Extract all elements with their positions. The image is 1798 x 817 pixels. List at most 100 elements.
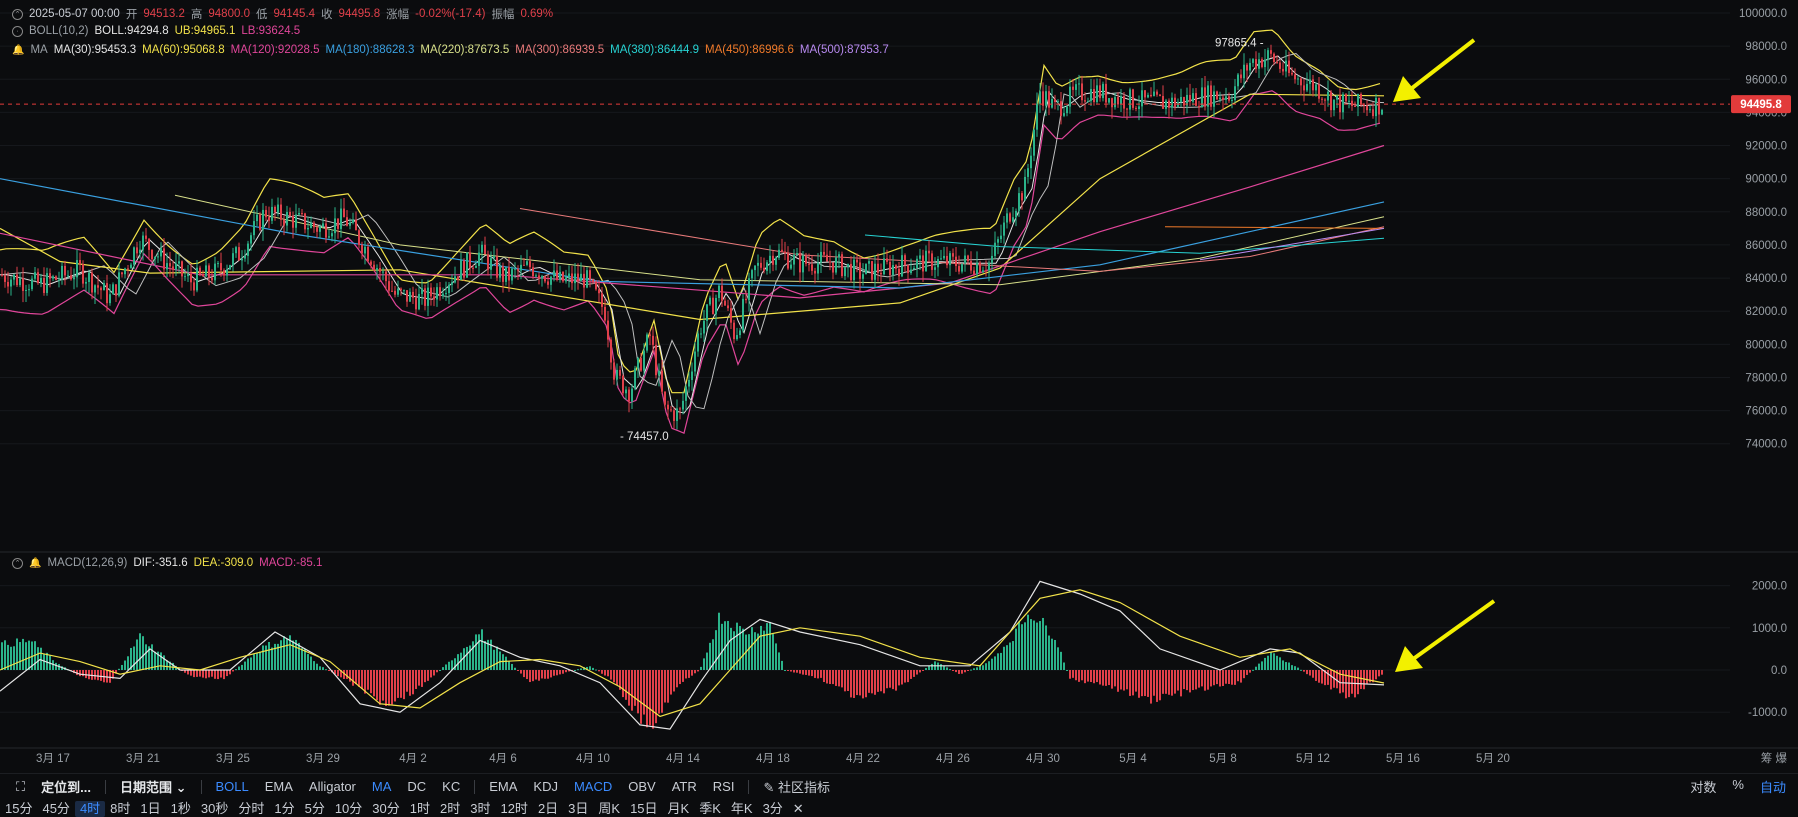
macd-bar <box>454 658 456 670</box>
date-range-button[interactable]: 日期范围 ⌄ <box>112 777 195 796</box>
timeframe-item[interactable]: 12时 <box>500 801 528 816</box>
candle-body <box>1342 94 1344 113</box>
amplitude-value: 0.69% <box>520 8 554 20</box>
timeframe-item[interactable]: 3时 <box>470 801 491 816</box>
macd-bar <box>346 670 348 679</box>
timeframe-item[interactable]: 2日 <box>537 801 559 816</box>
timeframe-item[interactable]: 30分 <box>372 801 400 816</box>
divider <box>748 779 750 794</box>
timeframe-item[interactable]: 1时 <box>409 801 430 816</box>
candle-body <box>688 379 690 387</box>
collapse-macd-icon[interactable]: ⌃ <box>12 557 23 569</box>
macd-bar <box>85 670 87 679</box>
timeframe-item[interactable]: 4时 <box>74 801 106 817</box>
sub-indicator-kdj[interactable]: KDJ <box>533 779 558 794</box>
macd-bar <box>580 668 582 670</box>
timeframe-item[interactable]: 5分 <box>304 801 325 816</box>
macd-bar <box>1132 670 1134 696</box>
auto-scale-toggle[interactable]: 自动 <box>1759 780 1786 795</box>
candle-body <box>1027 168 1029 177</box>
macd-bar <box>1300 669 1302 671</box>
candle-body <box>478 252 480 266</box>
sub-indicator-rsi[interactable]: RSI <box>712 779 735 794</box>
main-indicator-ma[interactable]: MA <box>371 779 392 794</box>
candle-body <box>163 248 165 270</box>
crosshair-icon[interactable]: ⛶ <box>16 778 26 794</box>
macd-bar <box>1366 670 1368 684</box>
main-indicator-ema[interactable]: EMA <box>264 779 293 794</box>
timeframe-item[interactable]: 1秒 <box>170 801 191 816</box>
timeframe-item[interactable]: 年K <box>730 801 753 816</box>
bell-icon[interactable]: 🔔 <box>12 44 25 56</box>
timeframe-item[interactable]: 3分 <box>762 801 783 816</box>
candle-body <box>577 273 579 282</box>
macd-bar <box>1129 670 1131 696</box>
timeframe-item[interactable]: 45分 <box>42 801 70 816</box>
boll-name[interactable]: BOLL(10,2) <box>29 25 89 37</box>
macd-bar <box>325 669 327 671</box>
log-scale-toggle[interactable]: 对数 <box>1690 780 1717 795</box>
ma-name[interactable]: MA <box>30 44 48 56</box>
timeframe-item[interactable]: 季K <box>699 801 721 816</box>
sub-indicator-atr[interactable]: ATR <box>671 779 697 794</box>
sub-indicator-obv[interactable]: OBV <box>628 779 656 794</box>
macd-bar <box>1009 642 1011 670</box>
macd-bar <box>970 669 972 671</box>
main-indicator-dc[interactable]: DC <box>407 779 427 794</box>
percent-scale-toggle[interactable]: % <box>1732 777 1744 792</box>
timeframe-item[interactable]: 3日 <box>568 801 589 816</box>
timeframe-item[interactable]: 周K <box>598 801 621 816</box>
main-indicator-kc[interactable]: KC <box>442 779 461 794</box>
timeframe-item[interactable]: 8时 <box>110 801 131 816</box>
timeframe-item[interactable]: 2时 <box>440 801 461 816</box>
timeframe-item[interactable]: 1日 <box>140 801 161 816</box>
timeframe-item[interactable]: 15分 <box>5 801 33 816</box>
sub-indicator-macd[interactable]: MACD <box>573 779 613 794</box>
locate-button[interactable]: 定位到... <box>41 780 91 795</box>
sub-indicator-ema[interactable]: EMA <box>489 779 518 794</box>
macd-bar <box>94 670 96 680</box>
candle-body <box>1303 85 1305 91</box>
timeframe-item[interactable]: 30秒 <box>200 801 229 816</box>
main-indicator-alligator[interactable]: Alligator <box>308 779 356 794</box>
candle-body <box>574 273 576 284</box>
candle-body <box>763 267 765 271</box>
macd-bar <box>1279 657 1281 670</box>
candle-body <box>1285 60 1287 72</box>
divider <box>200 779 202 794</box>
timeframe-item[interactable]: 1分 <box>274 801 295 816</box>
candle-body <box>1048 91 1050 108</box>
macd-bar <box>907 670 909 683</box>
macd-bar <box>1024 622 1026 670</box>
candle-body <box>538 275 540 279</box>
candle-body <box>115 284 117 296</box>
close-icon[interactable]: ✕ <box>792 801 804 816</box>
macd-bar <box>478 634 480 670</box>
candle-body <box>1228 96 1230 101</box>
high-price-label: 97865.4 - <box>1215 37 1264 49</box>
candle-body <box>994 242 996 256</box>
main-indicator-boll[interactable]: BOLL <box>215 779 249 794</box>
macd-bar <box>718 612 720 670</box>
candle-body <box>160 248 162 257</box>
timeframe-item[interactable]: 10分 <box>334 801 363 816</box>
candle-body <box>202 273 204 277</box>
timeframe-item[interactable]: 15日 <box>630 801 658 816</box>
macd-bar <box>1213 670 1215 686</box>
candle-body <box>568 273 570 278</box>
macd-name[interactable]: MACD(12,26,9) <box>47 557 128 569</box>
macd-bar <box>760 625 762 670</box>
candle-body <box>103 283 105 291</box>
candle-body <box>997 239 999 243</box>
candle-body <box>481 244 483 253</box>
timeframe-item[interactable]: 分时 <box>238 801 265 816</box>
collapse-icon[interactable]: ⌃ <box>12 8 23 20</box>
timeframe-item[interactable]: 月K <box>667 801 690 816</box>
macd-bar <box>826 670 828 684</box>
price-tick-label: 82000.0 <box>1745 306 1787 318</box>
candle-body <box>442 293 444 297</box>
settings-icon[interactable]: · <box>12 25 23 37</box>
community-indicator-button[interactable]: ✎ 社区指标 <box>755 777 838 796</box>
macd-bell-icon[interactable]: 🔔 <box>29 557 42 569</box>
